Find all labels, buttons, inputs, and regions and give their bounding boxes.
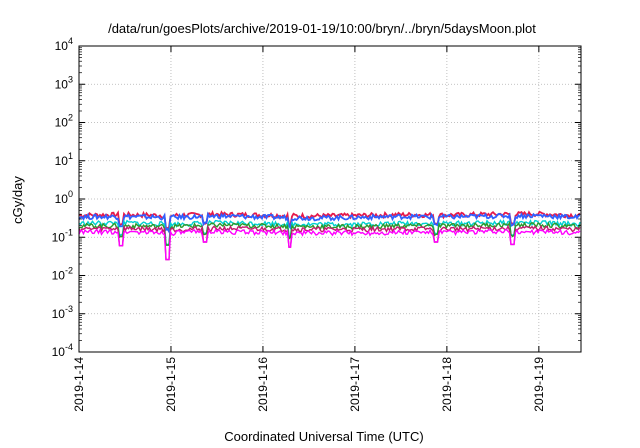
grid	[78, 46, 581, 352]
y-axis: 104 103 102 101 100 10-1 10-2 10-3 10-4	[52, 36, 581, 359]
x-tick-label: 2019-1-16	[256, 357, 270, 412]
chart-title: /data/run/goesPlots/archive/2019-01-19/1…	[108, 21, 536, 36]
y-tick-label: 10-3	[52, 304, 73, 321]
series-line	[78, 220, 581, 246]
series-line	[78, 218, 581, 246]
y-tick-label: 100	[55, 189, 73, 206]
x-tick-label: 2019-1-14	[72, 357, 86, 412]
series-line	[78, 211, 581, 235]
y-tick-label: 102	[55, 113, 73, 130]
series-line	[78, 228, 581, 261]
x-tick-label: 2019-1-17	[348, 357, 362, 412]
x-tick-label: 2019-1-19	[532, 357, 546, 412]
x-axis-label: Coordinated Universal Time (UTC)	[224, 429, 423, 444]
series-line	[78, 224, 581, 261]
x-tick-label: 2019-1-15	[164, 357, 178, 412]
x-axis: 2019-1-14 2019-1-15 2019-1-16 2019-1-17 2019…	[72, 46, 546, 412]
series-layer	[78, 209, 581, 261]
x-tick-label: 2019-1-18	[440, 357, 454, 412]
y-tick-label: 10-2	[52, 266, 73, 283]
y-tick-label: 10-1	[52, 227, 73, 244]
y-tick-label: 101	[55, 151, 73, 168]
y-tick-label: 104	[55, 36, 73, 53]
y-tick-label: 103	[55, 74, 73, 91]
y-tick-label: 10-4	[52, 342, 73, 359]
y-axis-label: cGy/day	[10, 176, 25, 224]
